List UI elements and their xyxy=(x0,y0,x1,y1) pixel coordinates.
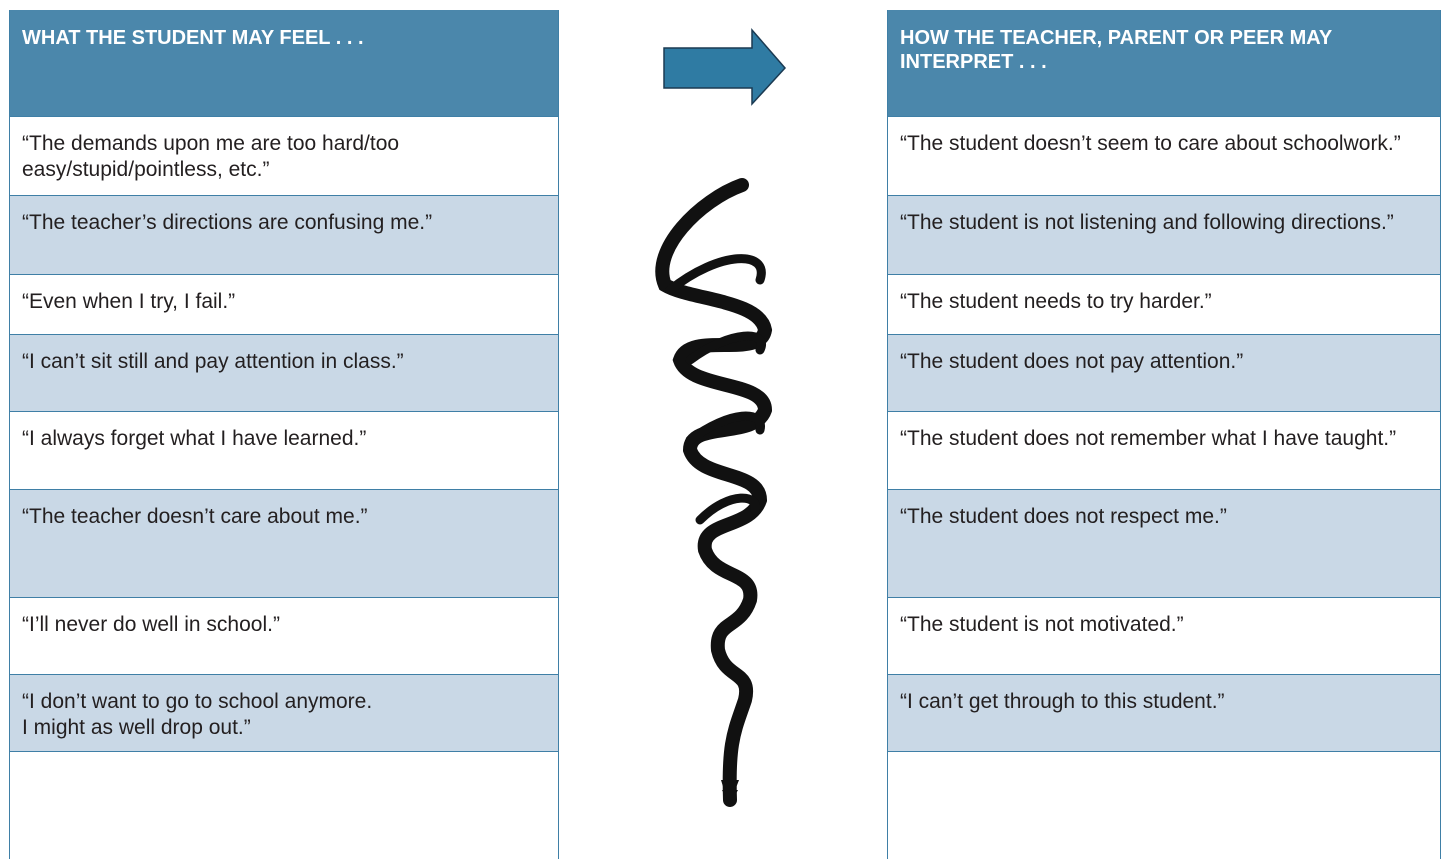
table-cell: “The student does not remember what I ha… xyxy=(888,412,1440,490)
table-cell: “The teacher doesn’t care about me.” xyxy=(10,490,558,598)
spiral-arrowhead-tip xyxy=(721,780,739,806)
table-cell: “The demands upon me are too hard/too ea… xyxy=(10,117,558,196)
table-cell: “I’ll never do well in school.” xyxy=(10,598,558,675)
table-cell: “I can’t sit still and pay attention in … xyxy=(10,335,558,412)
header-cell: WHAT THE STUDENT MAY FEEL . . . xyxy=(10,10,558,117)
spiral xyxy=(655,178,773,807)
right-arrow xyxy=(663,27,787,106)
table-cell: “The student is not listening and follow… xyxy=(888,196,1440,275)
table-cell: “The student needs to try harder.” xyxy=(888,275,1440,335)
table-cell: “I don’t want to go to school anymore. I… xyxy=(10,675,558,752)
left-column xyxy=(9,10,559,859)
header-cell: HOW THE TEACHER, PARENT OR PEER MAY INTE… xyxy=(888,10,1440,117)
table-cell: “The student does not pay attention.” xyxy=(888,335,1440,412)
right-column xyxy=(887,10,1441,859)
table-cell: “The student does not respect me.” xyxy=(888,490,1440,598)
table-cell: “The teacher’s directions are confusing … xyxy=(10,196,558,275)
table-cell: “Even when I try, I fail.” xyxy=(10,275,558,335)
table-cell: “I always forget what I have learned.” xyxy=(10,412,558,490)
table-cell: “The student doesn’t seem to care about … xyxy=(888,117,1440,196)
table-cell: “The student is not motivated.” xyxy=(888,598,1440,675)
table-cell: “I can’t get through to this student.” xyxy=(888,675,1440,752)
